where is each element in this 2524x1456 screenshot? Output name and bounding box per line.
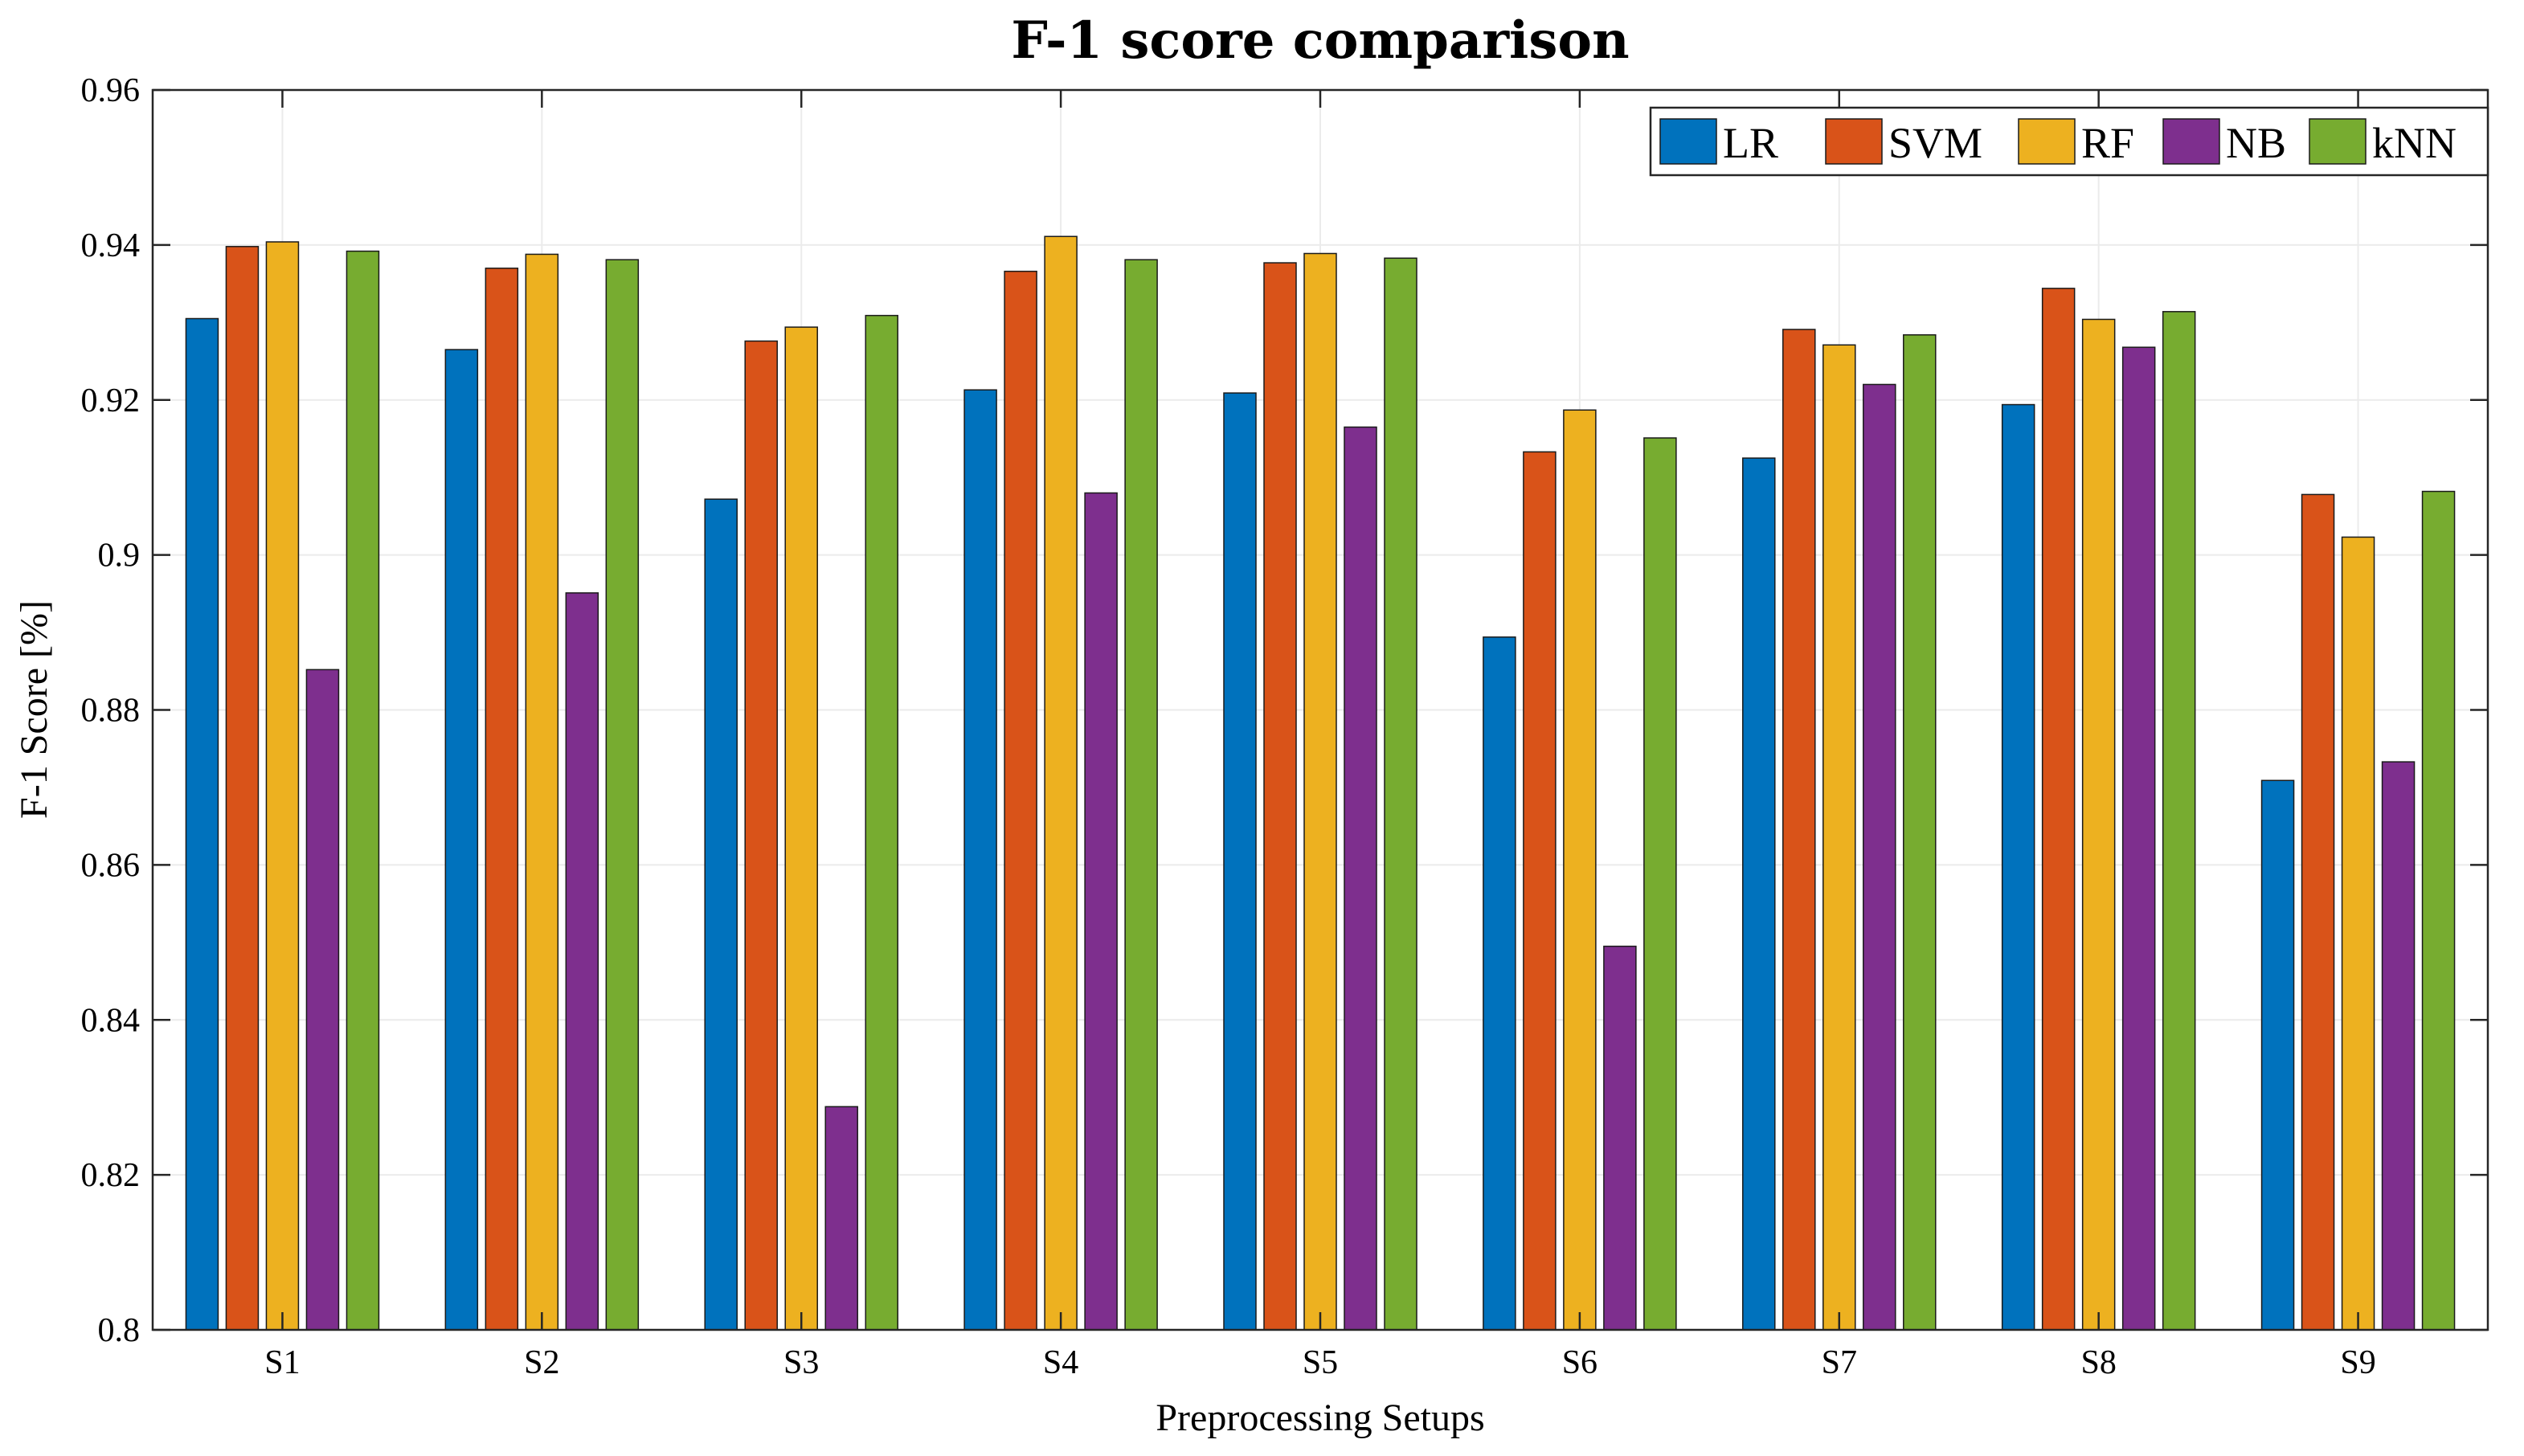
legend-label-knn: kNN (2372, 119, 2457, 167)
bar-lr-s2 (444, 349, 479, 1331)
bar-svm-s5 (1263, 262, 1297, 1331)
bar-rf-s5 (1303, 252, 1337, 1331)
y-tick-label: 0.9 (98, 538, 141, 575)
x-tick-label: S6 (1562, 1344, 1597, 1381)
legend-label-nb: NB (2226, 119, 2286, 167)
bar-nb-s7 (1863, 383, 1896, 1331)
x-tick-label: S9 (2340, 1344, 2375, 1381)
legend-swatch-svm (1825, 118, 1883, 165)
y-tick-label: 0.88 (81, 693, 141, 730)
bars (185, 235, 2456, 1331)
bar-rf-s2 (525, 253, 559, 1331)
y-tick-label: 0.84 (81, 1002, 141, 1039)
x-tick-label: S3 (783, 1344, 819, 1381)
bar-knn-s7 (1903, 333, 1937, 1331)
legend-swatch-rf (2018, 118, 2076, 165)
bar-rf-s9 (2341, 536, 2375, 1331)
x-tick-label: S8 (2080, 1344, 2116, 1381)
bar-rf-s4 (1044, 235, 1078, 1331)
axis-ticks: 0.8 0.82 0.84 0.86 0.88 0.9 0.92 0.94 0.96 S1 S2 S3… (81, 72, 2488, 1381)
bar-rf-s6 (1563, 409, 1597, 1331)
bar-lr-s3 (704, 498, 738, 1331)
legend-swatch-lr (1659, 118, 1717, 165)
bar-lr-s1 (185, 317, 219, 1331)
bar-nb-s4 (1084, 492, 1118, 1331)
bar-nb-s8 (2121, 346, 2156, 1331)
legend: LR SVM RF NB kNN (1649, 106, 2489, 177)
bar-lr-s4 (963, 389, 997, 1331)
bar-lr-s8 (2001, 403, 2035, 1331)
bar-svm-s2 (485, 268, 519, 1331)
legend-swatch-knn (2309, 118, 2367, 165)
bar-knn-s5 (1384, 257, 1417, 1331)
bar-lr-s5 (1223, 392, 1257, 1331)
x-axis-label: Preprocessing Setups (1156, 1397, 1484, 1439)
bar-nb-s5 (1344, 426, 1377, 1331)
y-tick-label: 0.82 (81, 1157, 141, 1194)
bar-knn-s6 (1643, 437, 1677, 1331)
x-tick-label: S4 (1043, 1344, 1078, 1381)
y-tick-label: 0.94 (81, 227, 141, 264)
x-tick-label: S2 (524, 1344, 559, 1381)
y-tick-label: 0.8 (98, 1312, 141, 1349)
y-tick-label: 0.92 (81, 382, 141, 419)
bar-nb-s9 (2381, 761, 2416, 1331)
bar-knn-s1 (346, 250, 380, 1331)
bar-knn-s9 (2421, 490, 2456, 1331)
bar-svm-s4 (1004, 270, 1037, 1331)
legend-label-lr: LR (1723, 119, 1778, 167)
bar-rf-s1 (265, 241, 300, 1331)
bar-knn-s3 (865, 314, 898, 1331)
bar-svm-s8 (2041, 288, 2076, 1331)
bar-svm-s7 (1782, 329, 1816, 1331)
bar-svm-s9 (2301, 493, 2335, 1331)
bar-lr-s6 (1483, 636, 1516, 1331)
bar-lr-s9 (2260, 779, 2295, 1331)
chart-title: F-1 score comparison (1011, 10, 1629, 71)
bar-rf-s7 (1822, 344, 1856, 1331)
bar-knn-s2 (605, 259, 640, 1331)
bar-nb-s6 (1603, 945, 1637, 1331)
bar-svm-s3 (744, 340, 778, 1331)
bar-knn-s4 (1124, 259, 1158, 1331)
x-tick-label: S1 (264, 1344, 300, 1381)
x-tick-label: S7 (1822, 1344, 1857, 1381)
bar-knn-s8 (2162, 311, 2196, 1331)
bar-svm-s6 (1523, 451, 1557, 1331)
y-axis-label: F-1 Score [%] (13, 600, 55, 819)
bar-nb-s1 (305, 669, 340, 1331)
y-tick-label: 0.86 (81, 847, 141, 884)
legend-label-rf: RF (2081, 119, 2134, 167)
legend-swatch-nb (2162, 118, 2220, 165)
x-tick-label: S5 (1303, 1344, 1338, 1381)
bar-svm-s1 (225, 246, 260, 1331)
bar-rf-s3 (784, 326, 818, 1331)
bar-nb-s3 (824, 1106, 858, 1331)
bar-nb-s2 (565, 592, 599, 1331)
bar-rf-s8 (2081, 318, 2116, 1331)
legend-label-svm: SVM (1888, 119, 1982, 167)
y-tick-label: 0.96 (81, 72, 141, 109)
bar-lr-s7 (1742, 457, 1776, 1331)
